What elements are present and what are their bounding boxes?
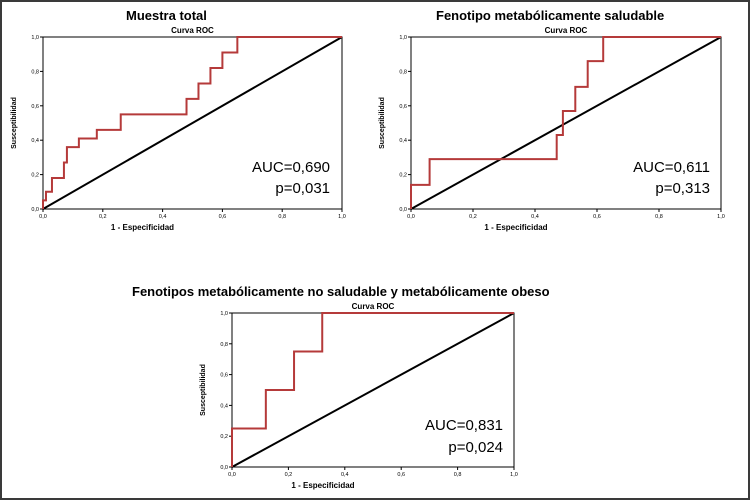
y-axis-label: Susceptibilidad <box>379 97 386 149</box>
panel-title-fenotipo-saludable: Fenotipo metabólicamente saludable <box>436 8 665 23</box>
panel-title-muestra-total: Muestra total <box>126 8 207 23</box>
y-axis-label: Susceptibilidad <box>11 97 18 149</box>
x-tick-label: 0,0 <box>407 214 415 220</box>
y-axis-label: Susceptibilidad <box>200 364 207 416</box>
x-tick-label: 0,6 <box>397 472 405 478</box>
reference-diagonal-line <box>231 312 515 468</box>
y-tick-label: 0,8 <box>220 342 228 348</box>
x-tick-label: 0,0 <box>228 472 236 478</box>
x-tick-label: 0,4 <box>531 214 539 220</box>
y-tick-label: 0,0 <box>220 465 228 471</box>
p-value-annotation: p=0,024 <box>448 439 503 456</box>
reference-diagonal-line <box>410 36 722 210</box>
y-tick-label: 0,6 <box>399 104 407 110</box>
auc-annotation: AUC=0,690 <box>252 159 330 176</box>
roc-curve-line <box>231 312 514 467</box>
y-tick-label: 1,0 <box>31 35 39 41</box>
x-tick-label: 0,4 <box>159 214 167 220</box>
y-tick-label: 1,0 <box>220 311 228 317</box>
roc-chart-3: Curva ROC 0,00,0 0,2 0,2 0,4 0,4 0,6 0,6 0,8 0,8 1… <box>200 302 518 490</box>
x-tick-label: 0,6 <box>219 214 227 220</box>
x-tick-label: 0,2 <box>469 214 477 220</box>
x-axis-label: 1 - Especificidad <box>484 223 547 232</box>
y-tick-label: 0,4 <box>31 138 39 144</box>
panel-title-fenotipos-no-saludable: Fenotipos metabólicamente no saludable y… <box>132 284 550 299</box>
x-tick-label: 1,0 <box>338 214 346 220</box>
chart-title: Curva ROC <box>352 302 395 311</box>
x-tick-label: 0,2 <box>285 472 293 478</box>
y-tick-label: 0,0 <box>399 207 407 213</box>
y-tick-label: 0,8 <box>399 69 407 75</box>
x-tick-label: 0,0 <box>39 214 47 220</box>
y-tick-label: 0,2 <box>31 173 39 179</box>
y-tick-label: 0,4 <box>399 138 407 144</box>
y-tick-label: 0,6 <box>220 373 228 379</box>
chart-title: Curva ROC <box>545 26 588 35</box>
y-tick-label: 0,4 <box>220 403 228 409</box>
x-tick-label: 0,8 <box>655 214 663 220</box>
auc-annotation: AUC=0,611 <box>633 159 710 176</box>
roc-curve-line <box>42 36 342 209</box>
auc-annotation: AUC=0,831 <box>425 417 503 434</box>
chart-title: Curva ROC <box>171 26 214 35</box>
x-tick-label: 0,6 <box>593 214 601 220</box>
p-value-annotation: p=0,031 <box>275 180 330 197</box>
y-tick-label: 1,0 <box>399 35 407 41</box>
y-tick-label: 0,0 <box>31 207 39 213</box>
roc-chart-1: Curva ROC 0,00,0 0,2 0,2 0,4 0,4 0,6 0,6 0,8 0,8 1… <box>11 26 346 232</box>
x-tick-label: 1,0 <box>510 472 518 478</box>
x-axis-label: 1 - Especificidad <box>291 481 354 490</box>
x-axis-label: 1 - Especificidad <box>111 223 174 232</box>
x-tick-label: 0,8 <box>278 214 286 220</box>
roc-chart-2: Curva ROC 0,00,0 0,2 0,2 0,4 0,4 0,6 0,6 0,8 0,8 1… <box>379 26 725 232</box>
y-tick-label: 0,6 <box>31 104 39 110</box>
x-tick-label: 0,4 <box>341 472 349 478</box>
y-tick-label: 0,8 <box>31 69 39 75</box>
y-tick-label: 0,2 <box>399 173 407 179</box>
x-tick-label: 1,0 <box>717 214 725 220</box>
roc-curve-line <box>410 36 721 209</box>
x-tick-label: 0,8 <box>454 472 462 478</box>
x-tick-label: 0,2 <box>99 214 107 220</box>
reference-diagonal-line <box>42 36 343 210</box>
p-value-annotation: p=0,313 <box>655 180 710 197</box>
y-tick-label: 0,2 <box>220 434 228 440</box>
